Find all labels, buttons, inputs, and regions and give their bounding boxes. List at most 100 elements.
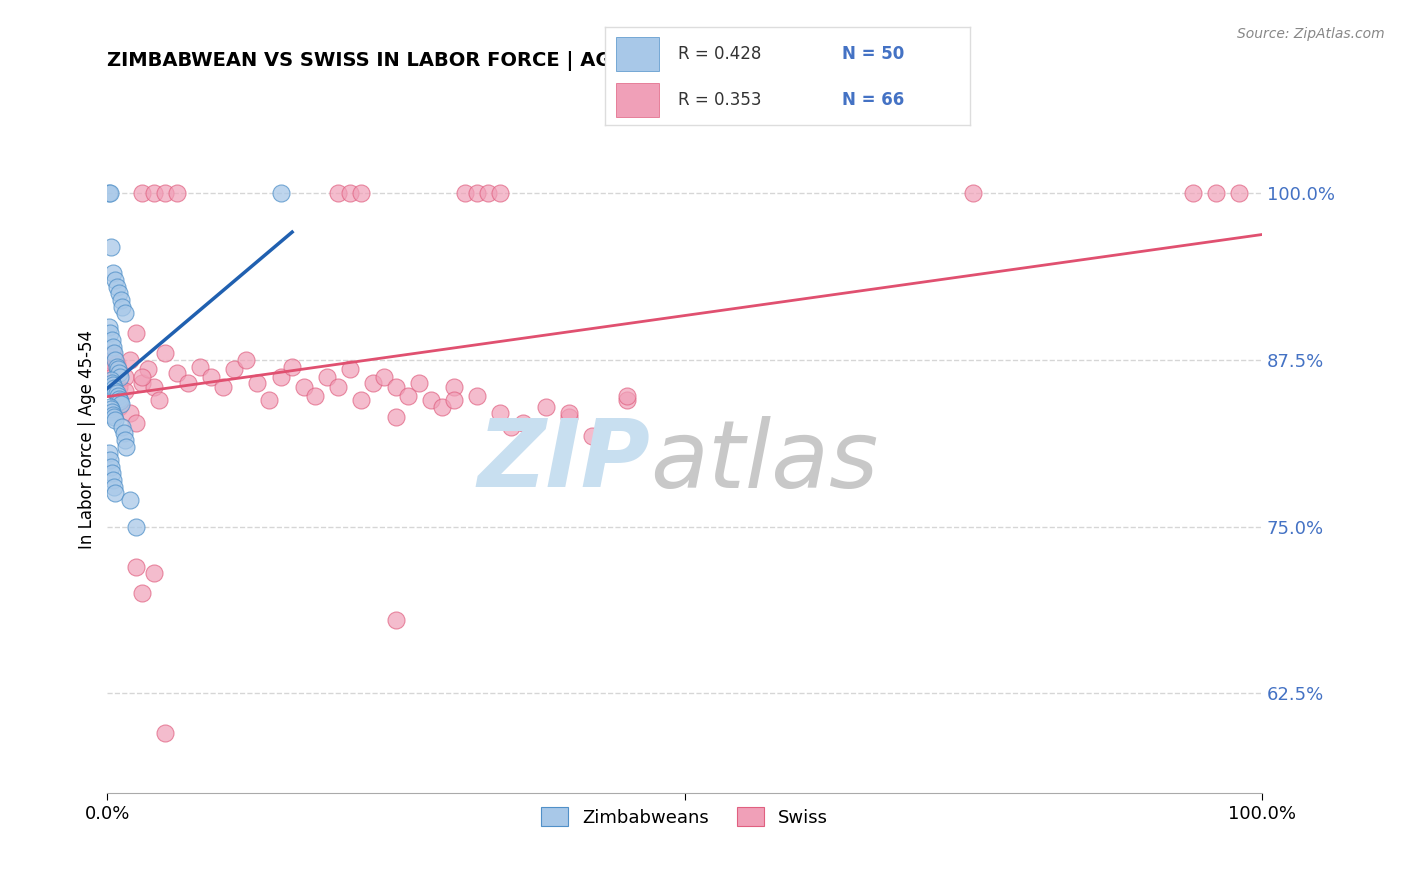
Point: [361, 376, 384, 390]
Point: [107, 362, 129, 376]
Point: [350, 392, 373, 407]
Point: [385, 613, 408, 627]
Point: [120, 406, 142, 420]
Text: N = 66: N = 66: [842, 91, 904, 109]
Point: [104, 486, 127, 500]
Point: [177, 376, 200, 390]
Point: [385, 379, 408, 393]
Text: ZIP: ZIP: [477, 415, 650, 508]
Point: [477, 186, 499, 201]
Point: [153, 346, 176, 360]
Text: Source: ZipAtlas.com: Source: ZipAtlas.com: [1237, 27, 1385, 41]
Point: [489, 186, 512, 201]
Point: [385, 410, 408, 425]
Point: [105, 386, 128, 401]
Point: [101, 408, 124, 422]
Point: [166, 366, 188, 380]
Point: [534, 400, 557, 414]
Point: [211, 379, 233, 393]
Point: [100, 373, 122, 387]
Point: [131, 376, 153, 390]
Legend: Zimbabweans, Swiss: Zimbabweans, Swiss: [534, 800, 835, 834]
Point: [108, 366, 131, 380]
Point: [350, 186, 373, 201]
Point: [224, 362, 246, 376]
Point: [103, 381, 125, 395]
Point: [108, 370, 131, 384]
Point: [328, 186, 350, 201]
Point: [97, 359, 120, 374]
Point: [114, 370, 136, 384]
Point: [104, 413, 127, 427]
Point: [125, 519, 148, 533]
Point: [1181, 186, 1204, 201]
Point: [373, 370, 395, 384]
Point: [108, 400, 131, 414]
Point: [489, 406, 512, 420]
Point: [315, 370, 337, 384]
Text: ZIMBABWEAN VS SWISS IN LABOR FORCE | AGE 45-54 CORRELATION CHART: ZIMBABWEAN VS SWISS IN LABOR FORCE | AGE…: [107, 51, 935, 70]
Point: [100, 239, 122, 253]
Point: [105, 359, 128, 374]
Point: [101, 473, 124, 487]
Point: [465, 389, 488, 403]
Point: [339, 362, 361, 376]
Point: [125, 326, 148, 341]
Text: R = 0.353: R = 0.353: [678, 91, 761, 109]
Point: [962, 186, 984, 201]
Point: [110, 293, 132, 307]
Point: [112, 426, 135, 441]
Point: [142, 566, 165, 581]
Point: [101, 467, 124, 481]
Point: [270, 370, 292, 384]
Point: [257, 392, 280, 407]
Point: [114, 306, 136, 320]
Point: [581, 429, 603, 443]
Bar: [616, 83, 659, 117]
Point: [558, 406, 581, 420]
Point: [616, 392, 638, 407]
Point: [292, 379, 315, 393]
Text: atlas: atlas: [650, 416, 879, 507]
Point: [270, 186, 292, 201]
Point: [104, 352, 127, 367]
Text: N = 50: N = 50: [842, 45, 904, 62]
Point: [142, 379, 165, 393]
Point: [246, 376, 269, 390]
Point: [101, 376, 124, 390]
Point: [1205, 186, 1227, 201]
Point: [443, 392, 465, 407]
Point: [108, 394, 131, 409]
Point: [98, 400, 121, 414]
Point: [108, 286, 131, 301]
Point: [131, 186, 153, 201]
Point: [616, 389, 638, 403]
Point: [131, 586, 153, 600]
Point: [101, 405, 124, 419]
Point: [105, 357, 128, 371]
Point: [1227, 186, 1250, 201]
Point: [512, 416, 534, 430]
Point: [125, 559, 148, 574]
Point: [148, 392, 170, 407]
Point: [281, 359, 304, 374]
Point: [104, 381, 127, 395]
Point: [114, 433, 136, 447]
Point: [419, 392, 441, 407]
Point: [103, 346, 125, 360]
Point: [328, 379, 350, 393]
Point: [108, 392, 131, 406]
Point: [103, 376, 125, 390]
Point: [100, 459, 122, 474]
Point: [408, 376, 430, 390]
Point: [131, 370, 153, 384]
Point: [100, 362, 122, 376]
Point: [443, 379, 465, 393]
Point: [98, 453, 121, 467]
Point: [142, 186, 165, 201]
Point: [501, 419, 523, 434]
Bar: [616, 37, 659, 71]
Y-axis label: In Labor Force | Age 45-54: In Labor Force | Age 45-54: [79, 330, 96, 549]
Point: [200, 370, 222, 384]
Point: [97, 446, 120, 460]
